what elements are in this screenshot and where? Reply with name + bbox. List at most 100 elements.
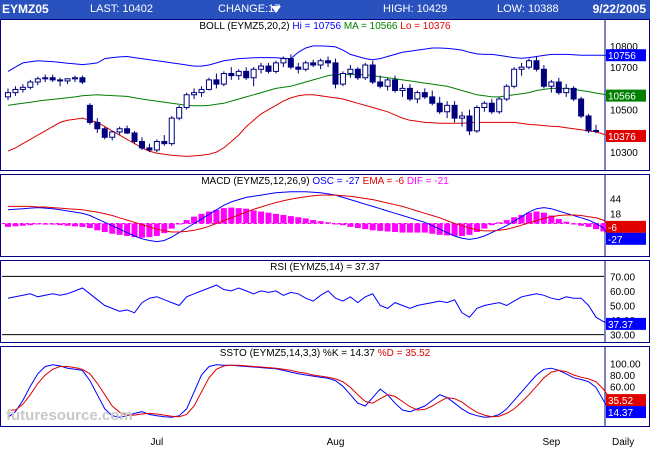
- candle-body-71: [533, 60, 540, 70]
- macd-histogram-bar-61: [459, 223, 466, 236]
- ssto-title-part-0: SSTO (EYMZ5,14,3,3) %K = 14.37: [220, 348, 378, 359]
- candle-body-73: [548, 81, 555, 87]
- candle-body-51: [384, 79, 391, 87]
- candle-body-36: [272, 62, 279, 72]
- macd-histogram-bar-18: [138, 223, 145, 238]
- macd-histogram-bar-4: [34, 223, 41, 225]
- macd-histogram-bar-34: [258, 211, 265, 224]
- x-axis-label-0: Jul: [150, 437, 163, 448]
- macd-histogram-bar-52: [392, 223, 399, 232]
- macd-histogram-bar-38: [287, 216, 294, 224]
- candle-body-61: [459, 115, 466, 119]
- macd-histogram-bar-30: [228, 207, 235, 224]
- candle-body-74: [555, 81, 562, 94]
- macd-value-box-0: [606, 220, 646, 233]
- candle-body-32: [243, 70, 250, 79]
- candle-body-64: [481, 102, 488, 108]
- candle-body-37: [280, 58, 287, 64]
- candle-body-0: [5, 92, 11, 98]
- candle-body-63: [473, 107, 480, 132]
- macd-histogram-bar-37: [280, 214, 287, 224]
- macd-histogram-bar-62: [466, 223, 473, 235]
- macd-histogram-bar-42: [317, 221, 324, 224]
- macd-histogram-bar-3: [27, 223, 34, 226]
- candle-body-14: [109, 131, 116, 138]
- candle-body-41: [310, 62, 317, 66]
- macd-histogram-bar-25: [191, 216, 198, 224]
- macd-histogram-bar-33: [250, 210, 257, 224]
- macd-signal-line: [8, 194, 612, 233]
- macd-histogram-bar-31: [235, 208, 242, 224]
- macd-histogram-bar-1: [12, 223, 19, 227]
- boll-moving-average: [7, 74, 611, 107]
- candle-body-43: [325, 60, 332, 64]
- macd-histogram-bar-11: [86, 223, 93, 229]
- macd-histogram-bar-60: [451, 223, 458, 236]
- candle-body-21: [161, 141, 168, 145]
- candle-body-66: [496, 98, 503, 113]
- boll-value-label-1: 10566: [608, 92, 636, 103]
- macd-histogram-bar-71: [533, 211, 540, 224]
- macd-histogram-bar-57: [429, 223, 436, 234]
- boll-lower-band: [7, 94, 612, 157]
- watermark-text: futuresource.com: [6, 407, 133, 424]
- candle-body-20: [153, 141, 160, 151]
- ssto-title: SSTO (EYMZ5,14,3,3) %K = 14.37 %D = 35.5…: [220, 348, 431, 359]
- macd-histogram-bar-24: [183, 220, 190, 224]
- boll-value-box-0: [606, 49, 646, 62]
- boll-value-label-0: 10756: [608, 51, 636, 62]
- macd-value-box-1: [606, 232, 646, 245]
- candle-body-48: [362, 64, 369, 79]
- candle-body-1: [12, 88, 19, 94]
- candle-body-79: [593, 129, 599, 132]
- macd-histogram-bar-39: [295, 217, 302, 224]
- candle-body-13: [101, 128, 108, 138]
- macd-title: MACD (EYMZ5,12,26,9) OSC = -27 EMA = -6 …: [201, 176, 449, 187]
- boll-axis-tick-2: 10500: [610, 106, 638, 117]
- macd-histogram-bar-13: [101, 223, 108, 232]
- candle-body-45: [339, 73, 346, 85]
- down-arrow-icon: [271, 6, 282, 13]
- candle-body-50: [377, 81, 384, 87]
- macd-histogram-bar-70: [526, 212, 533, 224]
- chart-canvas: BOLL (EYMZ5,20,2) Hi = 10756 MA = 10566 …: [0, 19, 650, 448]
- candle-body-67: [503, 85, 510, 100]
- boll-title: BOLL (EYMZ5,20,2) Hi = 10756 MA = 10566 …: [199, 21, 451, 32]
- candle-body-6: [49, 77, 56, 81]
- macd-histogram-bar-17: [131, 223, 138, 238]
- macd-histogram-bar-7: [57, 223, 64, 226]
- candle-body-44: [332, 62, 339, 85]
- candle-body-59: [444, 104, 451, 113]
- candle-body-34: [258, 65, 265, 70]
- macd-histogram-bar-23: [176, 223, 183, 225]
- macd-histogram-bar-63: [473, 223, 480, 232]
- candle-body-19: [146, 147, 153, 151]
- macd-histogram-bar-20: [153, 223, 160, 236]
- macd-histogram-bar-8: [64, 223, 71, 226]
- macd-histogram-bar-46: [347, 223, 354, 227]
- ssto-axis-tick-0: 100.00: [610, 360, 641, 371]
- ssto-k-line: [7, 364, 612, 418]
- candle-body-52: [392, 79, 399, 91]
- macd-histogram-bar-41: [310, 220, 317, 224]
- macd-title-part-3: DIF = -21: [407, 176, 449, 187]
- rsi-line: [7, 284, 612, 325]
- macd-title-part-2: EMA = -6: [363, 176, 407, 187]
- panel-frame-2: [0, 260, 650, 343]
- candle-body-16: [124, 128, 131, 134]
- candle-body-3: [27, 81, 34, 88]
- candle-body-29: [220, 73, 227, 85]
- x-axis-label-2: Sep: [542, 437, 560, 448]
- panel-frame-3: [0, 346, 650, 427]
- candle-body-55: [414, 92, 421, 100]
- candle-body-33: [250, 68, 257, 79]
- macd-histogram-bar-45: [339, 223, 346, 226]
- macd-histogram-bar-76: [570, 223, 577, 225]
- macd-histogram-bar-2: [19, 223, 26, 226]
- ssto-title-part-1: %D = 35.52: [378, 348, 431, 359]
- candle-body-56: [421, 92, 428, 98]
- candle-body-15: [116, 128, 123, 133]
- candle-body-11: [86, 104, 93, 123]
- boll-upper-band: [7, 45, 611, 72]
- ssto-value-label-1: 14.37: [608, 408, 633, 419]
